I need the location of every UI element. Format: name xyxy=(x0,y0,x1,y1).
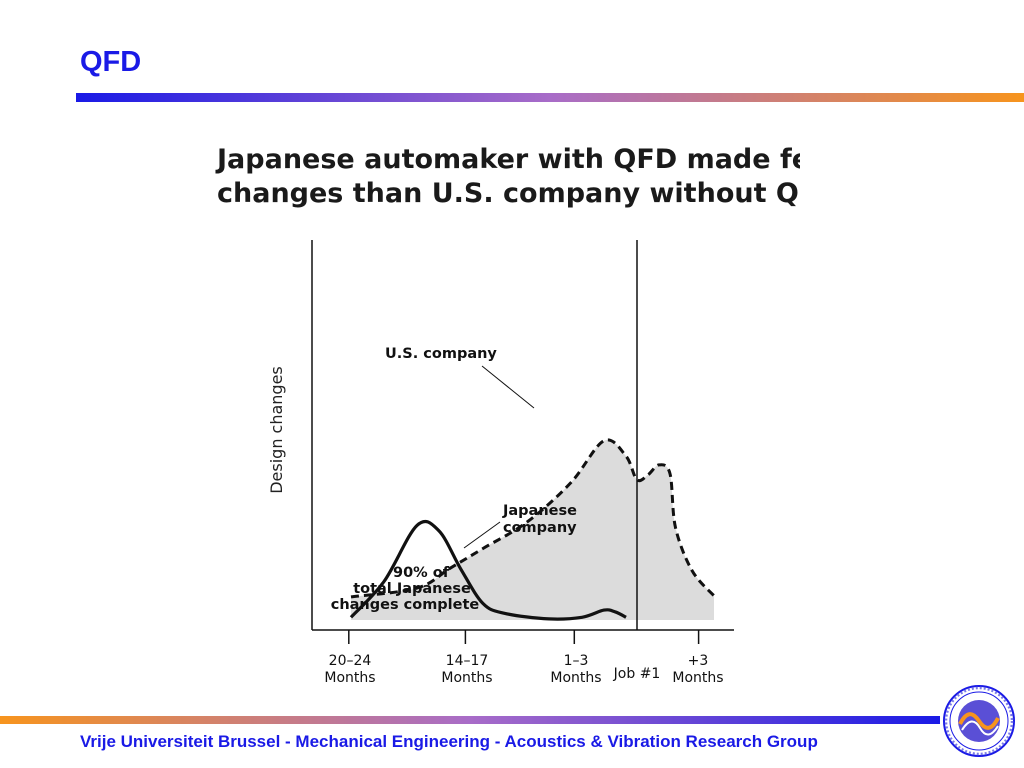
ninety-percent-label-line2: total Japanese xyxy=(353,581,471,597)
japanese-company-label-line1: Japanese xyxy=(502,503,577,519)
x-tick-label-1-3-line2: Months xyxy=(550,670,601,686)
design-changes-chart: Japanese automaker with QFD made fewer c… xyxy=(215,144,800,686)
x-tick-label-plus-3-line2: Months xyxy=(672,670,723,686)
japanese-company-label-line2: company xyxy=(503,520,577,536)
x-tick-label-20-24-line2: Months xyxy=(324,670,375,686)
us-company-leader-line xyxy=(481,365,535,409)
x-tick-label-job-1: Job #1 xyxy=(613,666,661,682)
x-tick-label-20-24-line1: 20–24 xyxy=(329,653,372,669)
x-tick-label-14-17-line2: Months xyxy=(441,670,492,686)
x-tick-label-14-17-line1: 14–17 xyxy=(446,653,489,669)
chart-title-line-1: Japanese automaker with QFD made fewer xyxy=(215,144,800,175)
us-company-label: U.S. company xyxy=(385,346,497,362)
slide-title: QFD xyxy=(80,46,142,78)
y-axis-title: Design changes xyxy=(267,366,286,494)
title-gradient-bar xyxy=(76,93,1024,102)
chart-title-line-2: changes than U.S. company without QFD xyxy=(217,178,800,209)
x-tick-label-plus-3-line1: +3 xyxy=(688,653,709,669)
us-company-series-line xyxy=(350,438,716,599)
university-seal-icon xyxy=(943,685,1015,757)
footer-text: Vrije Universiteit Brussel - Mechanical … xyxy=(80,732,818,751)
ninety-percent-label-line3: changes complete xyxy=(331,597,480,613)
japanese-company-leader-line xyxy=(463,521,501,549)
footer-gradient-bar xyxy=(0,716,940,724)
x-tick-label-1-3-line1: 1–3 xyxy=(564,653,589,669)
ninety-percent-label-line1: 90% of xyxy=(393,565,450,581)
japanese-company-series-line xyxy=(349,519,627,621)
